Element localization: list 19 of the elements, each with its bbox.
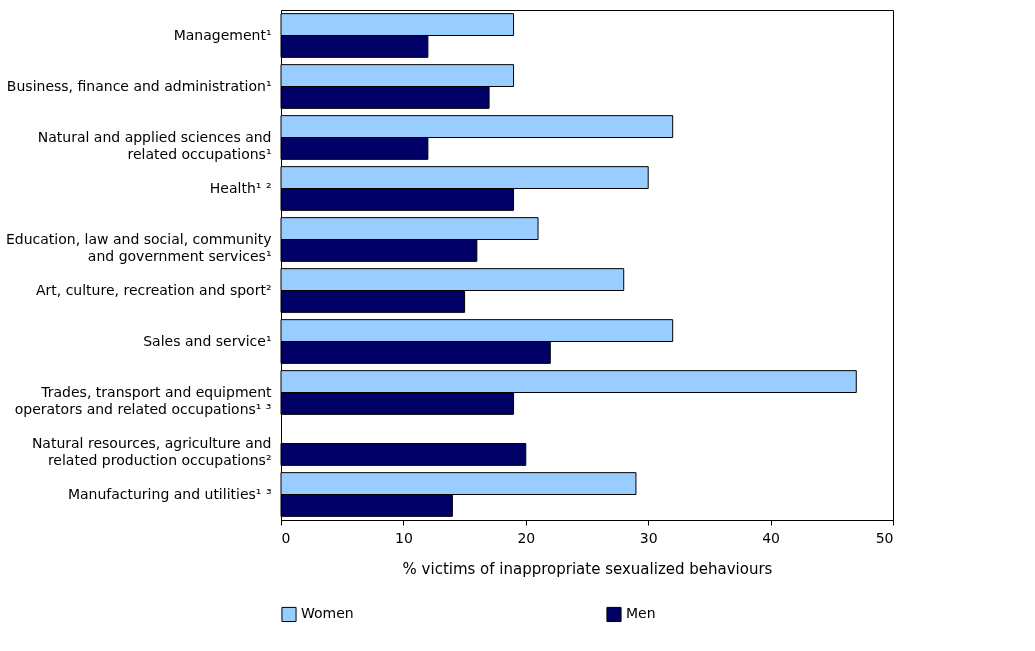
legend-label: Women <box>301 605 354 622</box>
x-tick-label: 0 <box>281 529 291 546</box>
y-tick-label: Natural and applied sciences and related occupations¹ <box>37 128 272 162</box>
x-tick-label: 40 <box>762 529 781 546</box>
x-tick-label: 10 <box>394 529 413 546</box>
x-tick-label: 50 <box>875 529 894 546</box>
y-tick-label: Natural resources, agriculture and related production occupations² <box>31 434 272 468</box>
y-tick-label: Manufacturing and utilities¹ ³ <box>67 485 272 502</box>
x-tick-label: 20 <box>517 529 536 546</box>
y-tick-label: Management¹ <box>173 26 272 43</box>
legend-label: Men <box>626 605 656 622</box>
y-tick-label: Education, law and social, community and government services¹ <box>5 230 272 264</box>
y-tick-label: Health¹ ² <box>209 179 272 196</box>
x-tick-label: 30 <box>639 529 658 546</box>
x-axis-title: % victims of inappropriate sexualized behaviours <box>402 559 773 578</box>
y-tick-label: Business, finance and administration¹ <box>6 77 272 94</box>
y-tick-label: Trades, transport and equipment operators and related occupations¹ ³ <box>14 383 273 417</box>
y-tick-label: Art, culture, recreation and sport² <box>35 281 272 298</box>
y-tick-label: Sales and service¹ <box>143 332 272 349</box>
